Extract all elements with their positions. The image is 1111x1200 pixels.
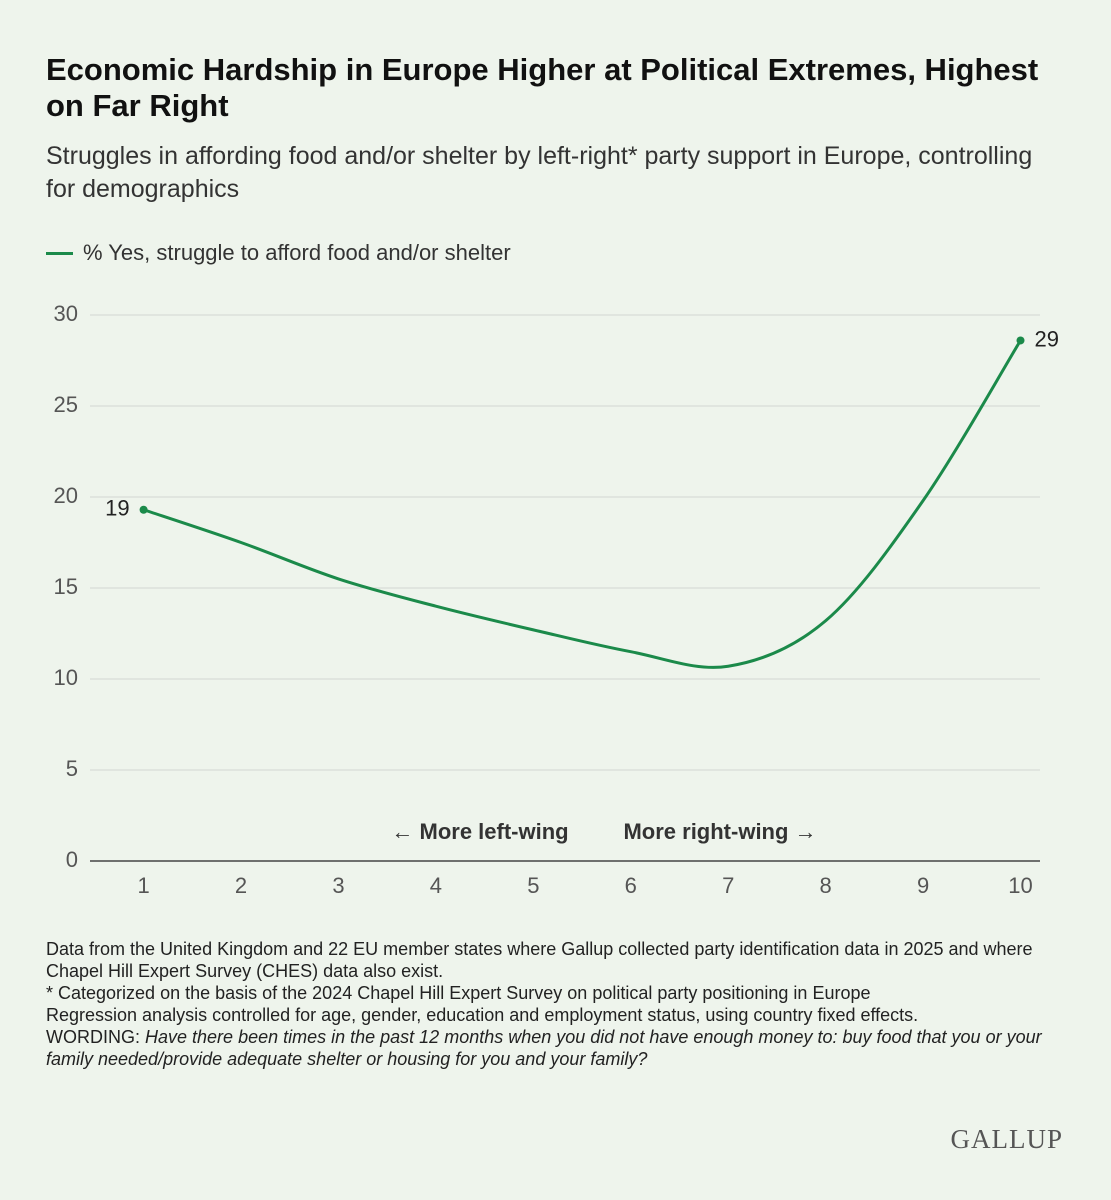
point <box>139 505 148 514</box>
data-label: 29 <box>1035 326 1059 351</box>
note: * Categorized on the basis of the 2024 C… <box>46 983 871 1003</box>
note: Regression analysis controlled for age, … <box>46 1005 919 1025</box>
line <box>143 339 1022 669</box>
x-tick-label: 1 <box>137 873 149 898</box>
notes: Data from the United Kingdom and 22 EU m… <box>46 938 1076 1070</box>
chart-subtitle: Struggles in affording food and/or shelt… <box>46 142 1033 203</box>
y-tick-label: 5 <box>66 756 78 781</box>
x-tick-label: 4 <box>430 873 442 898</box>
annotation: ← More left-wing <box>391 819 568 844</box>
x-tick-label: 10 <box>1008 873 1032 898</box>
y-tick-label: 20 <box>54 483 78 508</box>
x-tick-label: 7 <box>722 873 734 898</box>
legend-label: % Yes, struggle to afford food and/or sh… <box>83 240 511 265</box>
data-label: 19 <box>105 496 129 521</box>
wording: WORDING: Have there been times in the pa… <box>46 1026 1076 1070</box>
y-tick-label: 10 <box>54 665 78 690</box>
y-tick-label: 25 <box>54 392 78 417</box>
chart-title: Economic Hardship in Europe Higher at Po… <box>46 52 1039 123</box>
x-tick-label: 2 <box>235 873 247 898</box>
x-tick-label: 6 <box>625 873 637 898</box>
y-tick-label: 30 <box>54 301 78 326</box>
legend-swatch <box>46 251 73 255</box>
legend: % Yes, struggle to afford food and/or sh… <box>46 240 511 266</box>
x-tick-label: 8 <box>820 873 832 898</box>
point <box>1016 336 1025 345</box>
annotation: More right-wing → <box>623 819 816 844</box>
x-tick-label: 3 <box>332 873 344 898</box>
x-tick-label: 9 <box>917 873 929 898</box>
wording-label: WORDING: <box>46 1027 140 1047</box>
logo: GALLUP <box>950 1124 1063 1154</box>
y-tick-label: 0 <box>66 847 78 872</box>
note: Data from the United Kingdom and 22 EU m… <box>46 939 1033 981</box>
y-tick-label: 15 <box>54 574 78 599</box>
wording-text: Have there been times in the past 12 mon… <box>46 1027 1042 1069</box>
x-tick-label: 5 <box>527 873 539 898</box>
